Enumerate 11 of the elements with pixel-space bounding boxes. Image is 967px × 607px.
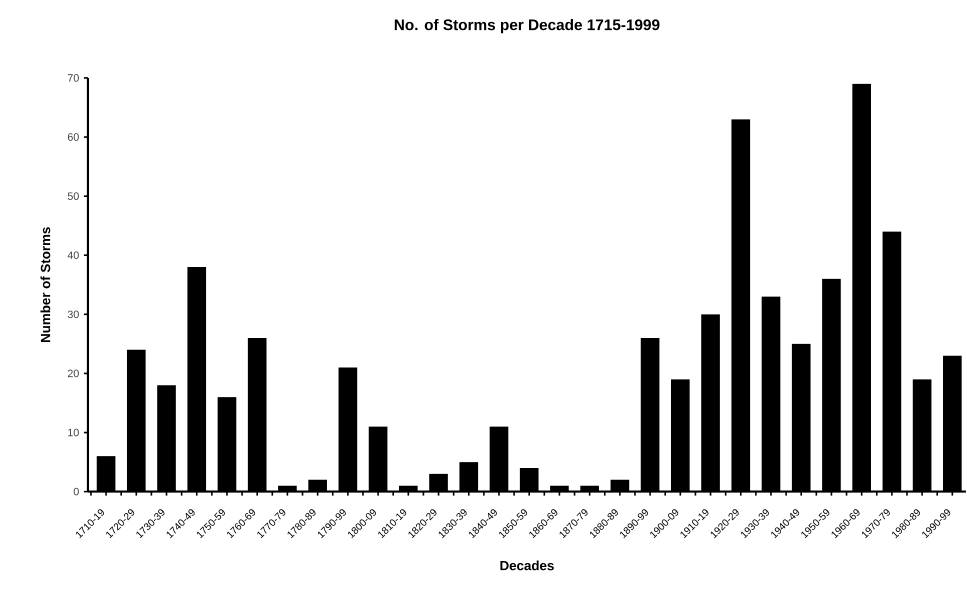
y-tick-label: 60 [68,134,79,142]
y-tick-label: 20 [68,370,79,378]
y-axis-title: Number of Storms [40,227,50,342]
chart-title: No. of Storms per Decade 1715-1999 [394,19,660,34]
y-tick-label: 40 [68,252,79,260]
y-tick-label: 30 [68,310,79,318]
y-tick-label: 0 [74,488,79,496]
y-tick-label: 10 [68,428,79,437]
y-tick-label: 50 [68,192,79,200]
y-tick-label: 70 [68,74,79,82]
x-axis-title: Decades [500,560,554,571]
